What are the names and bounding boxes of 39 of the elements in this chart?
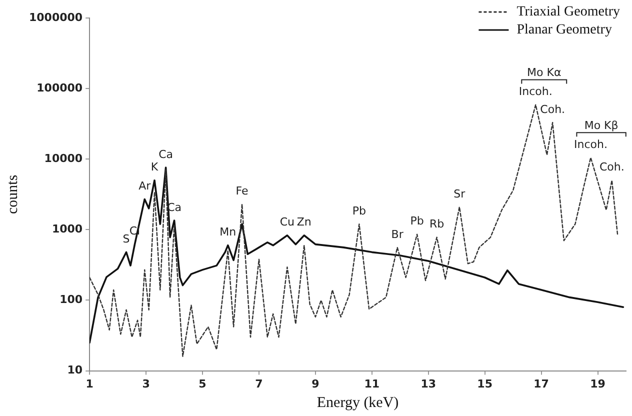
annotation: K [150, 160, 159, 174]
annotation: Coh. [540, 102, 566, 116]
y-tick-label: 100000 [36, 81, 83, 94]
x-tick-label: 13 [420, 377, 436, 390]
y-tick-label: 1000 [52, 222, 83, 236]
annotation: Ar [138, 180, 152, 193]
annotation: Cu [280, 216, 295, 229]
annotation: Incoh. [574, 138, 608, 151]
annotation: Sr [454, 187, 466, 200]
y-axis-title: counts [4, 174, 21, 214]
annotation: S [122, 232, 130, 246]
annotation: Incoh. [518, 85, 552, 98]
annotation: Mo Kα [527, 66, 562, 80]
annotation: Mn [220, 226, 236, 239]
legend-label: Triaxial Geometry [516, 4, 620, 20]
x-tick-label: 15 [477, 377, 492, 390]
annotation: Zn [296, 216, 312, 229]
x-tick-label: 9 [312, 377, 320, 390]
y-tick-label: 10000 [44, 152, 83, 165]
annotation: Br [391, 228, 404, 241]
annotation: Pb [410, 214, 424, 228]
annotation: Coh. [599, 160, 624, 174]
y-tick-label: 1000000 [29, 10, 83, 24]
x-tick-label: 17 [534, 377, 549, 390]
x-tick-label: 1 [86, 377, 94, 390]
x-tick-label: 5 [198, 377, 206, 390]
annotation: Mo Kβ [584, 118, 618, 132]
annotation: Ca [158, 148, 174, 161]
y-tick-label: 10 [67, 364, 83, 377]
x-tick-label: 3 [142, 377, 150, 390]
y-tick-label: 100 [60, 293, 83, 306]
legend-label: Planar Geometry [516, 22, 612, 38]
x-tick-label: 7 [255, 377, 263, 390]
x-tick-label: 19 [590, 377, 606, 390]
annotation: Fe [236, 184, 249, 198]
annotation: Pb [352, 204, 366, 218]
x-axis-title: Energy (keV) [316, 394, 399, 411]
annotation: Rb [430, 218, 444, 231]
x-tick-label: 11 [364, 377, 380, 390]
